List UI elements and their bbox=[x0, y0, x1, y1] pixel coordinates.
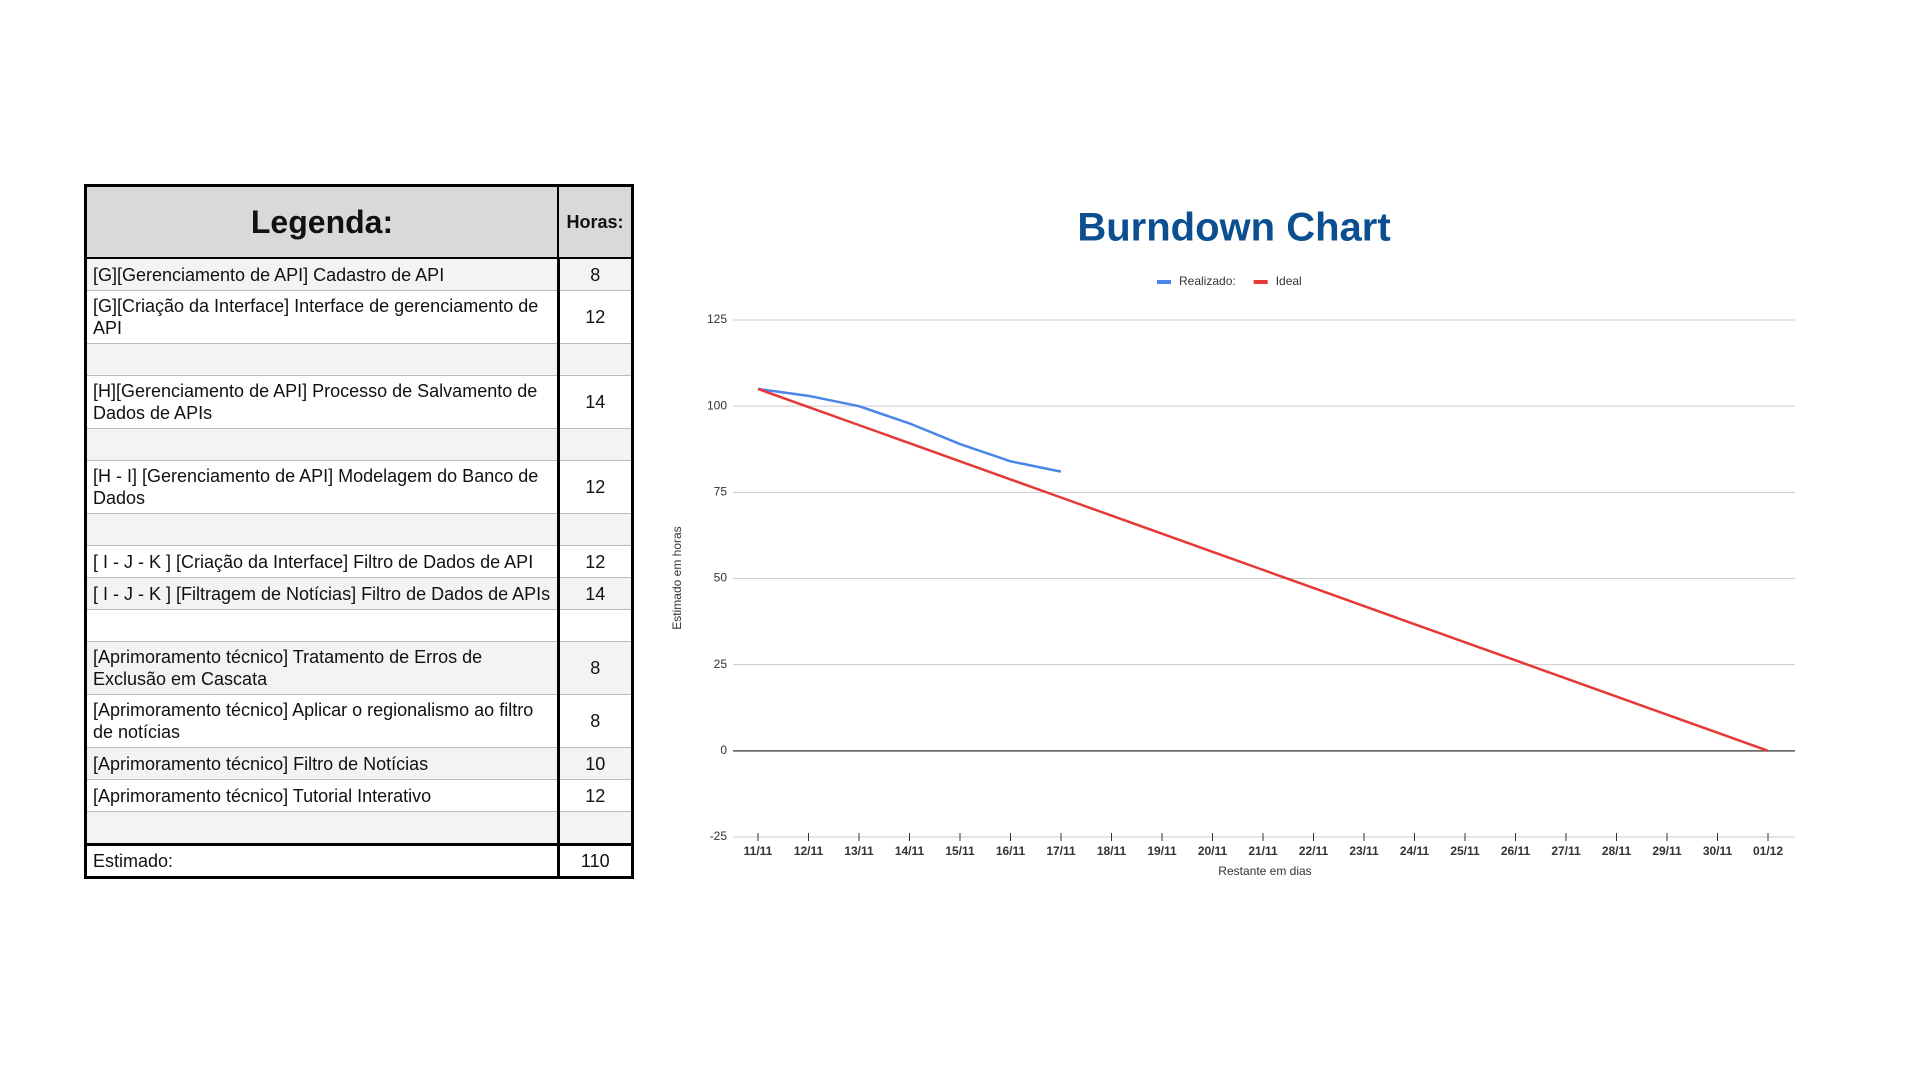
series-line bbox=[757, 387, 1769, 753]
hours-cell: 14 bbox=[556, 375, 633, 429]
x-tick-label: 12/11 bbox=[794, 844, 824, 858]
hours-cell: 8 bbox=[556, 694, 633, 748]
y-tick-label: 100 bbox=[707, 398, 727, 412]
task-cell bbox=[85, 811, 559, 845]
table-row bbox=[85, 811, 633, 845]
table-row: [G][Criação da Interface] Interface de g… bbox=[85, 290, 633, 344]
x-tick-label: 20/11 bbox=[1198, 844, 1228, 858]
hours-cell: 12 bbox=[556, 460, 633, 514]
hours-cell bbox=[556, 513, 633, 546]
task-cell: [Aprimoramento técnico] Tratamento de Er… bbox=[85, 641, 559, 695]
table-row bbox=[85, 428, 633, 461]
task-cell bbox=[85, 513, 559, 546]
chart-title: Burndown Chart bbox=[1077, 206, 1390, 250]
x-tick-label: 23/11 bbox=[1349, 844, 1379, 858]
x-tick-label: 24/11 bbox=[1400, 844, 1430, 858]
series-line bbox=[757, 387, 1062, 473]
task-cell: [Aprimoramento técnico] Tutorial Interat… bbox=[85, 779, 559, 812]
y-tick-label: 50 bbox=[714, 571, 728, 585]
task-cell bbox=[85, 428, 559, 461]
x-tick-label: 18/11 bbox=[1097, 844, 1127, 858]
task-cell bbox=[85, 343, 559, 376]
x-tick-label: 29/11 bbox=[1652, 844, 1682, 858]
table-row: [H][Gerenciamento de API] Processo de Sa… bbox=[85, 375, 633, 429]
y-tick-label: 75 bbox=[714, 485, 728, 499]
hours-header: Horas: bbox=[557, 184, 634, 259]
y-axis-label: Estimado em horas bbox=[670, 526, 684, 629]
x-tick-label: 16/11 bbox=[996, 844, 1026, 858]
task-cell: Estimado: bbox=[85, 843, 559, 878]
table-title: Legenda: bbox=[84, 184, 559, 259]
x-tick-label: 26/11 bbox=[1501, 844, 1531, 858]
x-tick-label: 22/11 bbox=[1299, 844, 1329, 858]
x-tick-label: 30/11 bbox=[1703, 844, 1733, 858]
hours-cell: 10 bbox=[556, 747, 633, 780]
x-tick-label: 28/11 bbox=[1602, 844, 1632, 858]
y-tick-label: 0 bbox=[720, 743, 727, 757]
hours-cell bbox=[556, 343, 633, 376]
table-row bbox=[85, 343, 633, 376]
table-row: [Aprimoramento técnico] Filtro de Notíci… bbox=[85, 747, 633, 780]
legend-table: Legenda: Horas: [G][Gerenciamento de API]… bbox=[84, 184, 634, 879]
task-cell: [Aprimoramento técnico] Aplicar o region… bbox=[85, 694, 559, 748]
table-row: Estimado: 110 bbox=[85, 843, 633, 878]
x-tick-label: 13/11 bbox=[844, 844, 874, 858]
y-tick-label: 25 bbox=[714, 657, 728, 671]
table-row: [Aprimoramento técnico] Tratamento de Er… bbox=[85, 641, 633, 695]
x-tick-label: 27/11 bbox=[1551, 844, 1581, 858]
table-row: [Aprimoramento técnico] Tutorial Interat… bbox=[85, 779, 633, 812]
table-row bbox=[85, 513, 633, 546]
x-tick-label: 21/11 bbox=[1248, 844, 1278, 858]
task-cell: [Aprimoramento técnico] Filtro de Notíci… bbox=[85, 747, 559, 780]
x-tick-label: 01/12 bbox=[1753, 844, 1783, 858]
hours-cell: 12 bbox=[556, 779, 633, 812]
hours-cell: 12 bbox=[556, 290, 633, 344]
hours-cell bbox=[556, 609, 633, 642]
y-tick-label: -25 bbox=[710, 829, 728, 843]
hours-cell bbox=[556, 811, 633, 845]
y-tick-label: 125 bbox=[707, 312, 727, 326]
x-tick-label: 14/11 bbox=[895, 844, 925, 858]
table-row: [Aprimoramento técnico] Aplicar o region… bbox=[85, 694, 633, 748]
legend-label: Realizado: bbox=[1179, 274, 1236, 288]
x-tick-label: 17/11 bbox=[1046, 844, 1076, 858]
x-tick-label: 25/11 bbox=[1450, 844, 1480, 858]
hours-cell: 110 bbox=[556, 843, 633, 878]
legend-label: Ideal bbox=[1276, 274, 1302, 288]
x-tick-label: 15/11 bbox=[945, 844, 975, 858]
x-axis-label: Restante em dias bbox=[1218, 864, 1311, 878]
task-cell: [H][Gerenciamento de API] Processo de Sa… bbox=[85, 375, 559, 429]
table-row: [ I - J - K ] [Filtragem de Notícias] Fi… bbox=[85, 577, 633, 610]
hours-cell bbox=[556, 428, 633, 461]
x-tick-label: 19/11 bbox=[1147, 844, 1177, 858]
x-tick-label: 11/11 bbox=[744, 844, 773, 858]
